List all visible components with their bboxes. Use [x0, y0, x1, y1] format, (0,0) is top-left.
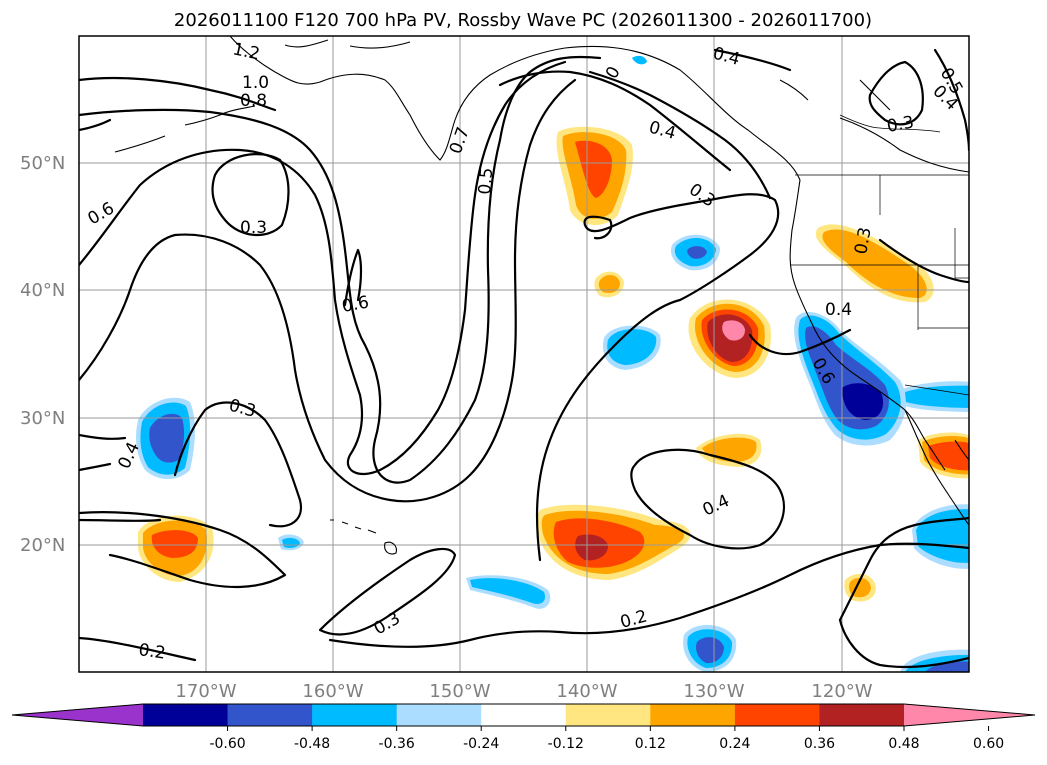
colorbar-segment: [481, 704, 567, 726]
pv-anomaly-fills: [136, 55, 969, 672]
colorbar-tick-label: 0.48: [888, 736, 919, 752]
anomaly-blob: [842, 383, 884, 420]
lon-tick-label: 150°W: [429, 681, 490, 702]
anomaly-blob: [575, 534, 608, 561]
colorbar-tick-label: -0.60: [209, 736, 245, 752]
lon-tick-label: 140°W: [556, 681, 617, 702]
map-area: 1.2 1.0 0.8 0.7 0.5 0.6 0.3 0.6 0.3 0.4 …: [79, 36, 969, 672]
anomaly-blob: [687, 246, 707, 259]
contour-label: 0.4: [825, 300, 852, 320]
colorbar-segment: [143, 704, 229, 726]
anomaly-blob: [598, 274, 620, 293]
colorbar-tick-label: 0.24: [719, 736, 750, 752]
map-frame: [78, 35, 970, 673]
chart-title: 2026011100 F120 700 hPa PV, Rossby Wave …: [174, 10, 872, 31]
colorbar-segment: [312, 704, 398, 726]
colorbar-extend-min: [12, 704, 143, 726]
colorbar-segment: [734, 704, 820, 726]
anomaly-blob: [822, 229, 927, 298]
anomaly-blob: [607, 329, 657, 365]
contour-label: 0.6: [340, 293, 370, 317]
colorbar-segment: [819, 704, 905, 726]
pv-contours: [79, 48, 969, 669]
contour-label: 0.3: [885, 113, 915, 137]
colorbar-tick-label: 0.12: [635, 736, 666, 752]
colorbar-tick-label: -0.24: [463, 736, 499, 752]
lat-tick-label: 50°N: [20, 153, 65, 174]
lat-axis: 50°N 40°N 30°N 20°N: [20, 153, 65, 556]
lon-tick-label: 130°W: [683, 681, 744, 702]
colorbar-tick-label: 0.36: [804, 736, 835, 752]
anomaly-blob: [632, 55, 647, 65]
anomaly-blob: [470, 578, 546, 604]
anomaly-blob: [928, 441, 969, 471]
lat-tick-label: 20°N: [20, 535, 65, 556]
anomaly-blob: [575, 140, 612, 198]
lon-tick-label: 170°W: [175, 681, 236, 702]
lon-tick-label: 160°W: [302, 681, 363, 702]
anomaly-blob: [149, 413, 185, 463]
contour-label: 0.8: [240, 91, 267, 111]
colorbar-tick-label: 0.60: [973, 736, 1004, 752]
colorbar-segment: [396, 704, 482, 726]
anomaly-blob: [905, 385, 969, 408]
coastlines: [114, 36, 969, 555]
lat-tick-label: 30°N: [20, 408, 65, 429]
colorbar: -0.60 -0.48 -0.36 -0.24 -0.12 0.12 0.24 0.36 0.4…: [11, 703, 1036, 752]
anomaly-blob: [925, 661, 969, 672]
contour-label: 0.3: [240, 218, 267, 238]
anomaly-blob: [696, 637, 724, 664]
contour-label: 0.3: [851, 226, 875, 256]
colorbar-tick-label: -0.48: [294, 736, 330, 752]
political-borders: [790, 114, 969, 396]
anomaly-blob: [722, 320, 745, 341]
colorbar-extend-max: [904, 704, 1035, 726]
colorbar-segment: [227, 704, 313, 726]
lon-axis: 170°W 160°W 150°W 140°W 130°W 120°W: [175, 681, 872, 702]
colorbar-tick-label: -0.12: [548, 736, 584, 752]
anomaly-blob: [151, 530, 198, 558]
lon-tick-label: 120°W: [811, 681, 872, 702]
colorbar-tick-label: -0.36: [379, 736, 415, 752]
colorbar-segment: [650, 704, 736, 726]
gridlines: [79, 36, 969, 672]
colorbar-segment: [565, 704, 651, 726]
contour-label: 0.2: [137, 640, 167, 664]
colorbar-outline: [11, 703, 1036, 727]
contour-label: 1.0: [242, 73, 269, 93]
lat-tick-label: 40°N: [20, 280, 65, 301]
contour-label: 0.5: [475, 167, 497, 196]
